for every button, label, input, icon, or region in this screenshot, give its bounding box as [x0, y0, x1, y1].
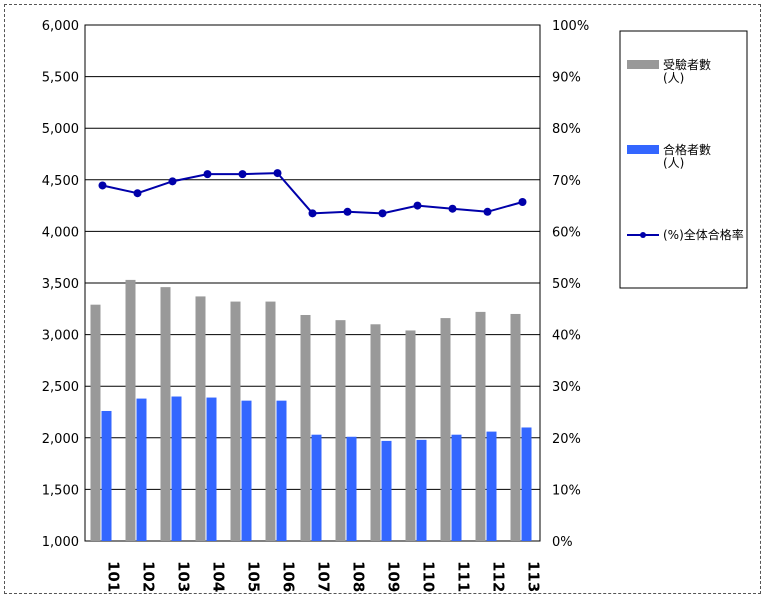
- bar-passers: [101, 410, 112, 541]
- bar-passers: [486, 431, 497, 541]
- legend-label: 合格者數: [663, 142, 711, 157]
- x-tick-label: 108: [350, 561, 368, 592]
- x-tick-label: 107: [315, 561, 333, 592]
- bar-examinees: [475, 311, 486, 541]
- legend-swatch: [627, 145, 659, 154]
- y-right-tick-label: 60%: [552, 225, 581, 240]
- line-point: [448, 204, 457, 213]
- x-tick-label: 112: [490, 561, 508, 592]
- bar-examinees: [370, 324, 381, 541]
- x-tick-label: 106: [280, 561, 298, 592]
- bar-examinees: [405, 330, 416, 541]
- y-right-tick-label: 0%: [552, 535, 573, 550]
- y-right-tick-label: 30%: [552, 380, 581, 395]
- x-tick-label: 111: [455, 561, 473, 592]
- line-point: [483, 207, 492, 216]
- y-left-tick-label: 4,000: [42, 225, 79, 240]
- y-left-tick-label: 6,000: [42, 19, 79, 34]
- bar-examinees: [195, 296, 206, 541]
- line-point: [133, 189, 142, 198]
- line-point: [378, 209, 387, 218]
- x-tick-label: 110: [420, 561, 438, 592]
- bar-examinees: [300, 314, 311, 541]
- y-right-tick-label: 90%: [552, 71, 581, 86]
- x-tick-label: 113: [525, 561, 543, 592]
- y-right-tick-label: 80%: [552, 122, 581, 137]
- y-left-tick-label: 3,500: [42, 277, 79, 292]
- line-point: [413, 201, 422, 210]
- legend-label: (%)全体合格率: [663, 227, 744, 242]
- bar-examinees: [90, 304, 101, 541]
- legend-label: (人): [663, 71, 684, 85]
- chart-frame: [4, 4, 761, 594]
- bar-examinees: [440, 318, 451, 541]
- y-left-tick-label: 5,500: [42, 71, 79, 86]
- y-right-tick-label: 10%: [552, 483, 581, 498]
- bar-examinees: [230, 301, 241, 541]
- bar-passers: [276, 400, 287, 541]
- bar-examinees: [125, 279, 136, 541]
- y-left-tick-label: 3,000: [42, 329, 79, 344]
- x-tick-label: 101: [105, 561, 123, 592]
- legend-label: (人): [663, 156, 684, 170]
- y-right-tick-label: 20%: [552, 432, 581, 447]
- bar-examinees: [160, 287, 171, 541]
- y-right-tick-label: 50%: [552, 277, 581, 292]
- bar-passers: [346, 436, 357, 541]
- bar-passers: [416, 439, 427, 541]
- line-point: [168, 177, 177, 186]
- bar-passers: [311, 434, 322, 541]
- x-tick-label: 105: [245, 561, 263, 592]
- legend: [619, 30, 748, 289]
- y-left-tick-label: 5,000: [42, 122, 79, 137]
- bar-passers: [136, 398, 147, 541]
- y-right-tick-label: 40%: [552, 329, 581, 344]
- y-left-tick-label: 4,500: [42, 174, 79, 189]
- bar-passers: [521, 427, 532, 541]
- line-point: [273, 169, 282, 178]
- y-left-tick-label: 1,000: [42, 535, 79, 550]
- line-point: [343, 207, 352, 216]
- y-left-tick-label: 1,500: [42, 483, 79, 498]
- y-right-tick-label: 70%: [552, 174, 581, 189]
- y-left-tick-label: 2,000: [42, 432, 79, 447]
- line-point: [203, 170, 212, 179]
- y-left-tick-label: 2,500: [42, 380, 79, 395]
- x-tick-label: 103: [175, 561, 193, 592]
- line-point: [98, 181, 107, 190]
- bar-passers: [171, 396, 182, 541]
- x-tick-label: 102: [140, 561, 158, 592]
- bar-examinees: [510, 313, 521, 541]
- bar-examinees: [265, 301, 276, 541]
- legend-marker: [640, 232, 646, 238]
- bar-passers: [381, 440, 392, 541]
- x-tick-label: 109: [385, 561, 403, 592]
- legend-label: 受驗者數: [663, 58, 711, 72]
- legend-swatch: [627, 60, 659, 69]
- line-point: [238, 170, 247, 179]
- line-point: [518, 197, 527, 206]
- bar-passers: [451, 434, 462, 541]
- bar-examinees: [335, 320, 346, 541]
- y-right-tick-label: 100%: [552, 19, 589, 34]
- line-point: [308, 209, 317, 218]
- bar-passers: [241, 400, 252, 541]
- x-tick-label: 104: [210, 561, 228, 592]
- bar-passers: [206, 397, 217, 541]
